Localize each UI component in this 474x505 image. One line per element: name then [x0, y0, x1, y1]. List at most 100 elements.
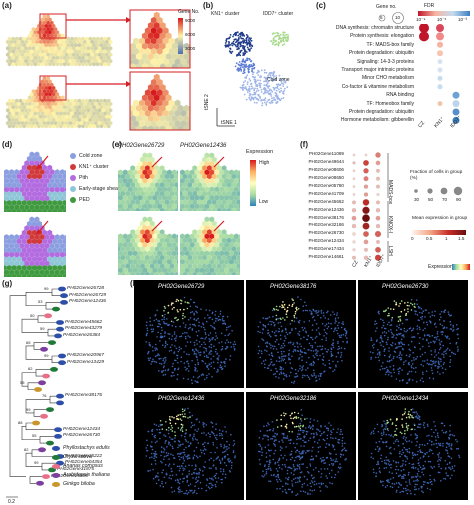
- expression-map-gene1-b: [118, 216, 178, 275]
- marker-dotplot: [351, 152, 382, 261]
- spatial-tile-5: PH02Gene12434: [358, 392, 468, 500]
- mean-tick-05: 0.5: [426, 236, 433, 241]
- marker-dot: [352, 177, 356, 181]
- tree-leaf-14: PH02Gene25890: [51, 473, 89, 479]
- go-dot: [452, 91, 460, 99]
- panel-label-d: (d): [2, 140, 13, 149]
- tree-tip-marker: [54, 434, 62, 439]
- tree-tip-marker: [40, 346, 48, 352]
- kn1-cluster-label: KN1⁺ cluster: [211, 11, 240, 17]
- bootstrap-2: 50: [30, 312, 35, 318]
- expression-map-gene1-a: [118, 152, 178, 211]
- size-legend-5: 5: [380, 15, 383, 20]
- hex-spots: [180, 152, 240, 211]
- go-dot: [452, 100, 460, 108]
- species-marker-3: [52, 473, 60, 478]
- bootstrap-9: 99: [26, 406, 31, 412]
- marker-dot: [352, 153, 356, 157]
- group-lsh: LSH: [387, 246, 393, 256]
- tree-tip-marker: [42, 373, 50, 379]
- fraction-legend-circles: [414, 186, 463, 196]
- marker-gene-1: PH02Gene49644: [308, 159, 344, 165]
- hex-spots: [130, 73, 190, 130]
- legend-dot-1: [70, 164, 76, 170]
- legend-label-0: Cold zone: [79, 152, 103, 159]
- frac-70: 70: [442, 197, 448, 202]
- marker-dot: [376, 176, 380, 181]
- marker-gene-2: PH02Gene08606: [308, 167, 344, 173]
- species-label-2: Ananas comosus: [63, 463, 103, 469]
- group-madsbox: MADS-box: [387, 180, 393, 205]
- tree-tip-marker: [56, 320, 64, 325]
- tree-tip-marker: [32, 420, 40, 426]
- spatial-gene-count-map-2: [5, 76, 113, 129]
- tree-tip-marker: [54, 427, 62, 433]
- species-marker-2: [52, 464, 60, 469]
- gene-no-legend-title: Gene No.: [178, 9, 200, 15]
- tree-tip-marker: [34, 387, 42, 392]
- bootstrap-7: 55: [20, 379, 25, 385]
- spatial-tile-4: PH02Gene32186: [246, 392, 356, 500]
- go-term-2: TF: MADS-box family: [366, 41, 414, 48]
- species-label-3: Arabidopsis thaliana: [63, 472, 110, 478]
- marker-dot: [352, 255, 356, 260]
- gene-no-tick-6000: 6000: [185, 32, 196, 37]
- go-dot: [452, 116, 460, 124]
- tree-leaf-0: PH02Gene26728: [67, 286, 105, 291]
- tree-tip-marker: [38, 380, 46, 386]
- spatial-dots-4: [257, 409, 348, 497]
- tree-leaf-3: PH02Gene45662: [65, 319, 103, 325]
- go-dot: [437, 59, 443, 65]
- go-term-8: RNA binding: [386, 92, 414, 99]
- tree-tip-marker: [58, 353, 66, 359]
- tree-tip-marker: [56, 326, 64, 332]
- marker-dot: [375, 152, 381, 158]
- legend-dot-0: [70, 153, 76, 159]
- spatial-gene-count-map-1: [5, 14, 113, 67]
- go-dot: [437, 101, 443, 107]
- fraction-legend-title: Fraction of cells in group (%): [410, 170, 463, 181]
- marker-dot: [352, 232, 356, 236]
- go-dot: [436, 32, 444, 41]
- tree-tip-marker: [54, 333, 62, 339]
- tsne-y-label: tSNE 2: [204, 94, 210, 110]
- bootstrap-11: 55: [32, 433, 37, 439]
- tree-tip-marker: [38, 447, 46, 453]
- hex-spots: [180, 216, 240, 275]
- tree-branches: [9, 288, 60, 484]
- hex-spots: [130, 11, 190, 68]
- expression-colorbar: [250, 160, 256, 206]
- marker-dot: [352, 161, 356, 165]
- tree-leaf-1: PH02Gene26729: [69, 292, 107, 298]
- legend-label-3: Early-stage sheath: [79, 185, 123, 192]
- expression-label-f: Expression: [428, 264, 453, 270]
- panel-h: PH02Gene26729 PH02Gene38176 PH02Gene26730 P…: [134, 280, 474, 505]
- gene-no-tick-9000: 9000: [185, 18, 196, 23]
- marker-dot: [363, 184, 369, 189]
- tree-tip-marker: [60, 293, 68, 299]
- tree-tip-marker: [42, 474, 50, 479]
- marker-dot: [364, 153, 368, 157]
- mean-tick-15: 1.5: [458, 236, 465, 241]
- spatial-dots-5: [370, 408, 461, 496]
- tree-tip-marker: [48, 340, 56, 345]
- frac-30: 30: [414, 197, 420, 202]
- bootstrap-1: 53: [38, 299, 43, 305]
- marker-dot: [375, 215, 381, 221]
- tree-tip-marker: [58, 360, 66, 366]
- bootstrap-4: 65: [26, 339, 31, 345]
- size-legend-circles: [378, 12, 404, 24]
- group-brackets: [387, 153, 389, 262]
- marker-dot: [376, 192, 380, 196]
- go-dot: [437, 50, 443, 57]
- cluster-map-2: [4, 216, 66, 277]
- marker-gene-10: PH02Gene26730: [308, 230, 344, 236]
- bootstrap-6: 62: [28, 366, 33, 372]
- marker-dot: [351, 215, 357, 221]
- spatial-gene-title-0: PH02Gene26729: [158, 284, 205, 290]
- expression-map-gene2-a: [180, 152, 240, 211]
- panel-label-f: (f): [300, 140, 308, 149]
- panel-label-g: (g): [2, 279, 13, 288]
- marker-gene-6: PH02Gene45662: [308, 198, 344, 204]
- tree-leaf-13: PH02Gene31875: [57, 466, 95, 472]
